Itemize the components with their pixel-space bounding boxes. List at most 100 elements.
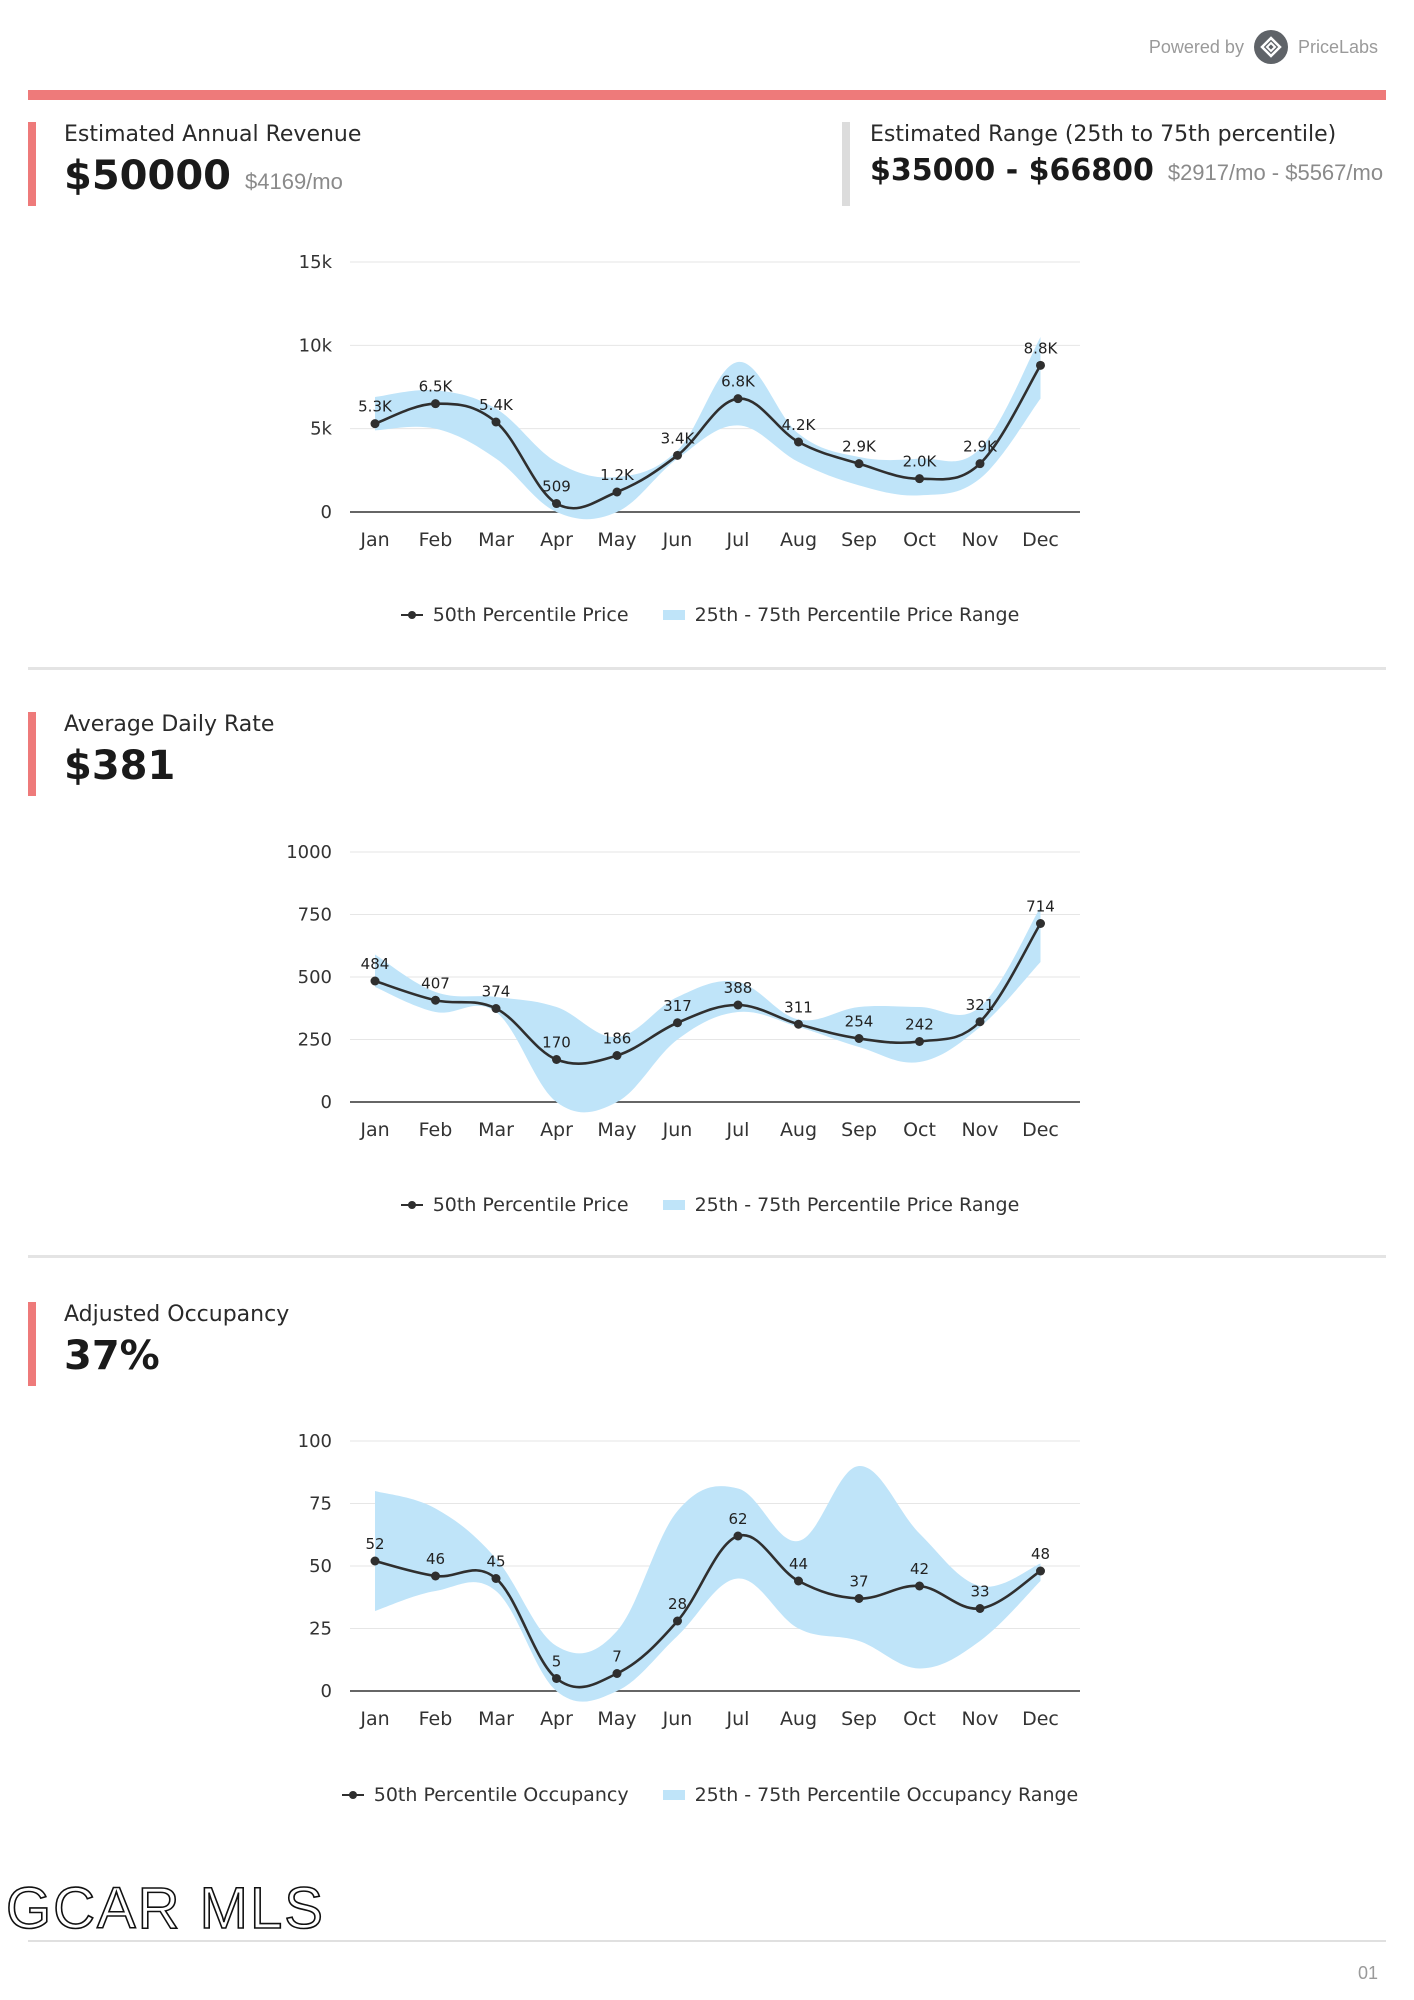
legend-item-median[interactable]: 50th Percentile Price [400,604,629,626]
data-label: 5.4K [479,396,514,414]
data-point[interactable] [794,437,803,447]
y-tick-label: 250 [298,1030,332,1051]
x-tick-label: Oct [903,529,936,551]
range-value: $35000 - $66800 [870,153,1154,188]
data-point[interactable] [854,1594,864,1603]
legend-item-median[interactable]: 50th Percentile Price [400,1194,629,1216]
data-point[interactable] [915,1037,924,1046]
data-point[interactable] [975,1604,985,1613]
data-point[interactable] [854,1034,864,1043]
data-point[interactable] [370,976,380,986]
data-point[interactable] [612,487,622,497]
data-label: 484 [361,955,390,973]
data-point[interactable] [794,1576,803,1586]
legend-line-swatch [400,1201,423,1209]
data-label: 170 [542,1034,571,1052]
data-point[interactable] [975,459,985,469]
x-tick-label: May [597,529,636,551]
data-point[interactable] [794,1019,803,1029]
data-label: 6.8K [721,373,756,391]
data-point[interactable] [1036,919,1045,928]
data-label: 317 [663,997,692,1015]
revenue-kpi: Estimated Annual Revenue $50000 $4169/mo [28,122,361,206]
data-point[interactable] [491,1004,501,1013]
data-point[interactable] [491,417,501,427]
percentile-range-band [375,1465,1041,1702]
data-point[interactable] [370,419,380,429]
revenue-label: Estimated Annual Revenue [64,122,362,147]
data-point[interactable] [612,1051,622,1060]
gcar-mls-logo: GCAR MLS [5,1875,325,1942]
legend-band-swatch [662,1200,685,1210]
data-point[interactable] [915,1581,924,1591]
legend-item-range[interactable]: 25th - 75th Percentile Occupancy Range [662,1784,1079,1806]
revenue-chart: 0 5k 10k 15k 5.3K 6.5K 5.4K 509 1.2K 3.4K 6.8K 4.2K… [270,232,1150,642]
y-tick-label: 15k [299,252,333,273]
y-tick-label: 0 [321,502,332,523]
y-tick-label: 5k [310,419,332,440]
x-tick-label: Feb [419,1708,453,1730]
data-label: 62 [728,1510,747,1528]
data-point[interactable] [733,1000,743,1010]
data-label: 33 [970,1583,989,1601]
data-point[interactable] [1036,1566,1045,1576]
data-label: 42 [910,1560,929,1578]
legend-band-swatch [662,610,685,620]
x-tick-label: Feb [419,1119,453,1141]
y-tick-label: 0 [321,1681,332,1702]
data-label: 37 [849,1573,868,1591]
data-point[interactable] [1036,360,1045,370]
y-tick-label: 50 [309,1556,332,1577]
data-label: 6.5K [419,378,454,396]
data-point[interactable] [673,1018,682,1028]
y-tick-label: 750 [298,905,332,926]
x-tick-label: Jan [359,529,389,551]
x-tick-label: May [597,1708,636,1730]
x-tick-label: Sep [841,1708,877,1730]
data-point[interactable] [854,459,864,469]
data-point[interactable] [431,399,440,409]
legend-label: 25th - 75th Percentile Occupancy Range [694,1784,1079,1806]
data-point[interactable] [673,450,682,460]
data-point[interactable] [673,1616,682,1626]
x-tick-label: Jul [726,529,750,551]
data-label: 1.2K [600,466,635,484]
x-tick-label: Dec [1022,1708,1059,1730]
header-accent-bar [28,90,1386,100]
brand-name: PriceLabs [1297,36,1378,57]
x-tick-label: May [597,1119,636,1141]
data-point[interactable] [733,394,743,404]
range-monthly: $2917/mo - $5567/mo [1167,160,1384,185]
occupancy-value: 37% [64,1333,160,1379]
data-point[interactable] [552,499,561,509]
data-label: 186 [603,1030,632,1048]
occupancy-chart-legend: 50th Percentile Occupancy 25th - 75th Pe… [270,1784,1150,1806]
y-tick-label: 0 [321,1092,332,1113]
legend-item-range[interactable]: 25th - 75th Percentile Price Range [662,604,1019,626]
data-point[interactable] [915,474,924,484]
data-point[interactable] [552,1674,561,1683]
x-tick-label: Apr [540,529,573,551]
x-tick-label: Jan [359,1119,389,1141]
data-point[interactable] [491,1574,501,1583]
range-value-row: $35000 - $66800 $2917/mo - $5567/mo [870,153,1383,188]
range-label: Estimated Range (25th to 75th percentile… [870,122,1337,147]
y-tick-label: 100 [298,1431,332,1452]
data-point[interactable] [370,1556,380,1566]
data-point[interactable] [431,1571,440,1581]
legend-item-range[interactable]: 25th - 75th Percentile Price Range [662,1194,1019,1216]
data-point[interactable] [552,1055,561,1064]
data-point[interactable] [975,1017,985,1027]
revenue-monthly: $4169/mo [245,169,343,194]
occupancy-kpi: Adjusted Occupancy 37% [28,1302,289,1386]
data-point[interactable] [431,995,440,1005]
data-label: 5 [552,1653,562,1671]
x-tick-label: Jun [662,529,693,551]
x-tick-label: Mar [478,529,514,551]
legend-item-median[interactable]: 50th Percentile Occupancy [341,1784,629,1806]
range-kpi: Estimated Range (25th to 75th percentile… [842,122,1383,206]
x-tick-label: Mar [478,1119,514,1141]
data-point[interactable] [733,1531,743,1541]
data-label: 2.9K [963,438,998,456]
data-point[interactable] [612,1669,622,1678]
